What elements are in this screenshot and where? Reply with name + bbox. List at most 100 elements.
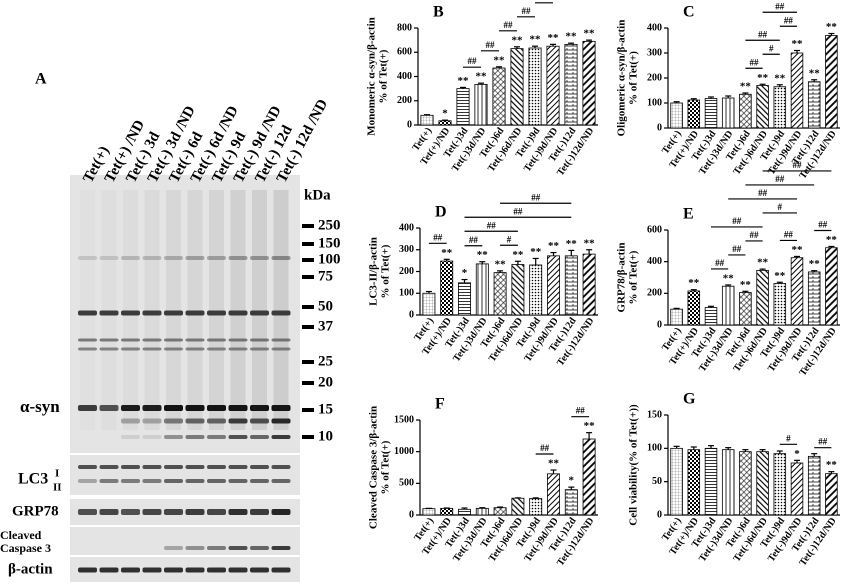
y-axis-label: % of Tet(+) xyxy=(380,440,392,494)
blot-band xyxy=(121,479,140,483)
y-axis-label: LC3-II/β-actin xyxy=(368,237,380,306)
blot-band xyxy=(142,310,162,316)
significance-star: ** xyxy=(548,458,560,470)
blot-band xyxy=(142,567,162,573)
significance-star: ** xyxy=(584,237,596,249)
y-tick-label: 500 xyxy=(399,478,414,489)
bar xyxy=(739,292,752,326)
y-axis-label: % of Tet(+) xyxy=(628,250,640,304)
marker-dash xyxy=(302,408,314,412)
significance-star: ** xyxy=(757,72,769,84)
marker-label: 50 xyxy=(318,298,333,314)
blot-band xyxy=(228,465,248,469)
blot-band xyxy=(207,546,226,550)
bar xyxy=(528,47,542,126)
blot-band xyxy=(164,418,183,424)
blot-band xyxy=(78,567,97,573)
significance-star: ** xyxy=(441,247,453,259)
y-tick-label: 200 xyxy=(647,288,662,299)
comparison-label: ## xyxy=(784,15,794,25)
bar xyxy=(493,272,507,316)
blot-band xyxy=(271,435,291,439)
comparison-label: ## xyxy=(513,206,523,216)
blot-band xyxy=(228,405,248,411)
blot-band xyxy=(250,418,269,424)
blot-band xyxy=(250,256,269,260)
panel-letter: A xyxy=(35,71,47,88)
blot-band xyxy=(185,347,205,351)
blot-band xyxy=(271,418,291,424)
bar xyxy=(547,255,560,316)
significance-star: ** xyxy=(458,75,470,87)
blot-band xyxy=(78,347,97,351)
significance-star: ** xyxy=(826,234,838,246)
blot-band xyxy=(142,418,162,424)
significance-star: ** xyxy=(740,279,752,291)
y-tick-label: 0 xyxy=(409,509,414,520)
marker-dash xyxy=(302,305,314,309)
blot-band xyxy=(164,338,183,342)
significance-star: ** xyxy=(548,240,560,252)
bar xyxy=(438,120,452,126)
comparison-label: ## xyxy=(732,216,742,226)
y-tick-label: 0 xyxy=(407,119,412,130)
blot-band xyxy=(271,405,291,411)
blot-band xyxy=(99,310,119,316)
y-tick-label: 400 xyxy=(647,256,662,267)
blot-band xyxy=(207,338,226,342)
marker-label: 150 xyxy=(318,235,341,251)
blot-band xyxy=(207,310,226,316)
bar xyxy=(546,45,560,126)
bar xyxy=(511,497,525,516)
blot-band xyxy=(121,338,140,342)
blot-band xyxy=(271,338,291,342)
blot-band xyxy=(121,405,140,411)
y-tick-label: 800 xyxy=(397,22,412,33)
blot-band xyxy=(99,347,119,351)
y-tick-label: 200 xyxy=(399,266,414,277)
bar xyxy=(687,290,701,326)
bar xyxy=(511,264,525,316)
significance-star: ** xyxy=(740,81,752,93)
blot-band xyxy=(99,567,119,573)
panel-letter: E xyxy=(683,206,694,223)
blot-band xyxy=(164,465,183,469)
panel-letter: F xyxy=(435,396,445,413)
comparison-label: ## xyxy=(750,230,760,240)
blot-band xyxy=(250,546,269,550)
blot-band xyxy=(228,509,248,515)
comparison-label: ## xyxy=(468,56,478,66)
significance-star: ** xyxy=(774,72,786,84)
significance-star: ** xyxy=(792,38,804,50)
protein-label: I xyxy=(55,468,59,480)
blot-band xyxy=(164,546,183,550)
significance-star: * xyxy=(442,108,448,120)
bar xyxy=(790,52,804,129)
bar xyxy=(790,462,804,516)
y-axis-label: GRP78/β-actin xyxy=(616,243,628,313)
y-axis-label: % of Tet(+) xyxy=(628,51,640,105)
blot-band xyxy=(228,567,248,573)
blot-band xyxy=(207,347,226,351)
blot-band xyxy=(228,546,248,550)
blot-band xyxy=(250,435,269,439)
significance-star: ** xyxy=(826,459,838,471)
y-axis-label: Oligomeric α-syn/β-actin xyxy=(616,20,628,137)
bar xyxy=(493,507,507,516)
blot-band xyxy=(250,347,269,351)
marker-label: 75 xyxy=(318,268,333,284)
protein-label: β-actin xyxy=(8,561,53,577)
significance-star: ** xyxy=(826,21,838,33)
blot-band xyxy=(185,310,205,316)
panel-letter: C xyxy=(683,4,695,21)
blot-band xyxy=(78,509,97,515)
bar xyxy=(825,247,838,326)
significance-star: ** xyxy=(477,249,489,261)
blot-band xyxy=(121,256,140,260)
y-tick-label: 200 xyxy=(647,72,662,83)
bar xyxy=(670,102,683,129)
significance-star: * xyxy=(569,475,575,487)
comparison-label: ## xyxy=(487,220,497,230)
comparison-label: ## xyxy=(469,235,479,245)
comparison-label: ## xyxy=(775,1,785,11)
